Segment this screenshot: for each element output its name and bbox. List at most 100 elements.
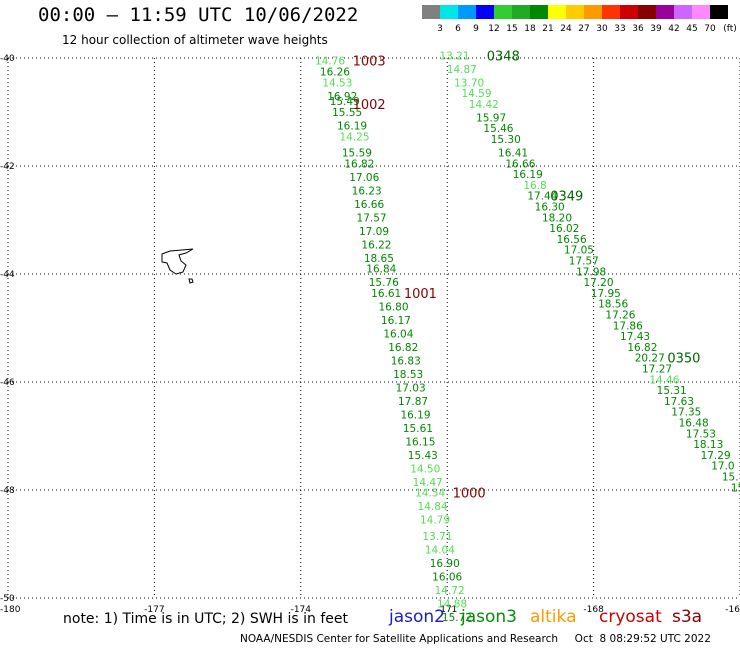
swh-data-label: 15.31 (657, 385, 687, 397)
colorbar-swatch (476, 5, 494, 19)
colorbar-swatch (584, 5, 602, 19)
colorbar-swatch (602, 5, 620, 19)
swh-data-label: 16.41 (498, 148, 528, 160)
y-tick-label: -50 (0, 594, 15, 604)
swh-data-label: 14.53 (322, 77, 352, 89)
swh-data-label: 15. (722, 472, 739, 484)
colorbar-label: 6 (455, 24, 461, 34)
legend-cryosat: cryosat (599, 607, 662, 627)
swh-data-label: 17.03 (396, 382, 426, 394)
x-tick-label: -16 (725, 605, 740, 615)
y-tick-label: -40 (0, 54, 15, 64)
swh-data-label: 14.25 (339, 131, 369, 143)
colorbar-label: 70 (704, 24, 716, 34)
swh-data-label: 18.13 (693, 439, 723, 451)
colorbar-label: 9 (473, 24, 479, 34)
swh-data-label: 16.15 (405, 436, 435, 448)
colorbar-legend: 3 6 9 12 15 18 21 24 27 30 33 36 39 42 45 70 (ft) (422, 5, 737, 34)
swh-data-label: 17.86 (613, 320, 643, 332)
colorbar-swatch (494, 5, 512, 19)
swh-data-label: 20.27 (635, 353, 665, 365)
colorbar-label: 30 (596, 24, 608, 34)
time-label: 1000 (453, 487, 486, 502)
swh-data-label: 17.44 (527, 191, 557, 203)
swh-data-label: 16.19 (400, 409, 430, 421)
swh-data-label: 17.53 (686, 428, 716, 440)
swh-data-label: 16.66 (354, 199, 384, 211)
time-label: 0349 (550, 190, 583, 205)
swh-data-label: 15.76 (369, 277, 399, 289)
x-tick-label: -180 (0, 605, 21, 615)
swh-data-label: 15.59 (342, 148, 372, 160)
footer-note: note: 1) Time is in UTC; 2) SWH is in fe… (63, 611, 349, 627)
colorbar-swatch (620, 5, 638, 19)
legend-s3a: s3a (672, 607, 703, 627)
swh-data-label: 14.47 (413, 477, 443, 489)
y-tick-label: -48 (0, 486, 15, 496)
colorbar-label: 3 (437, 24, 443, 34)
footer-credit: NOAA/NESDIS Center for Satellite Applica… (240, 633, 711, 645)
swh-data-label: 15.97 (476, 112, 506, 124)
swh-data-label: 14.59 (461, 88, 491, 100)
chart-time-labels: 1003 1002 1001 1000 0348 0349 0350 (353, 49, 701, 501)
swh-data-label: 16.06 (432, 571, 462, 583)
colorbar-label: 42 (668, 24, 679, 34)
swh-data-label: 17.57 (357, 212, 387, 224)
x-tick-label: -174 (291, 605, 312, 615)
y-tick-label: -42 (0, 162, 15, 172)
swh-data-label: 15.43 (408, 450, 438, 462)
swh-data-label: 17.09 (359, 226, 389, 238)
time-label: 1003 (353, 55, 386, 70)
swh-data-label: 17.63 (664, 396, 694, 408)
swh-data-label: 17.27 (642, 364, 672, 376)
swh-data-label: 16.82 (388, 342, 418, 354)
swh-data-label: 17.57 (569, 256, 599, 268)
swh-data-label: 14.84 (418, 501, 448, 513)
swh-data-label: 14.76 (315, 56, 345, 68)
y-tick-label: -46 (0, 378, 15, 388)
colorbar-swatch (422, 5, 440, 19)
page-title: 00:00 – 11:59 UTC 10/06/2022 (38, 4, 359, 26)
swh-data-label: 14.04 (425, 544, 455, 556)
chart-ticks: -50 -48 -46 -44 -42 -40 -180 -177 -174 -171 -168 -1… (0, 54, 740, 615)
swh-data-label: 16.26 (320, 67, 350, 79)
colorbar-swatch (530, 5, 548, 19)
swh-data-label: 15.49 (330, 96, 360, 108)
swh-data-label: 14.46 (649, 374, 679, 386)
swh-data-label: 16.82 (627, 342, 657, 354)
swh-data-label: 16.30 (535, 202, 565, 214)
swh-data-label: 17.98 (576, 266, 606, 278)
colorbar-label: 36 (632, 24, 644, 34)
swh-data-label: 16.48 (679, 418, 709, 430)
swh-data-label: 18.53 (393, 369, 423, 381)
swh-data-label: 15.55 (332, 107, 362, 119)
swh-data-label: 13.70 (454, 77, 484, 89)
x-tick-label: -171 (437, 605, 457, 615)
time-label: 0348 (487, 49, 520, 64)
swh-data-label: 16.22 (361, 239, 391, 251)
swh-data-label: 16.02 (549, 223, 579, 235)
colorbar-label: 15 (506, 24, 517, 34)
swh-data-label: 18.20 (542, 212, 572, 224)
swh-data-label: 16.19 (337, 121, 367, 133)
colorbar-swatch (674, 5, 692, 19)
swh-data-label: 18.65 (364, 253, 394, 265)
swh-data-label: 16.8 (523, 180, 546, 192)
swh-data-label: 17.0 (711, 461, 734, 473)
swh-data-label: 17.29 (701, 450, 731, 462)
swh-data-label: 18.56 (598, 299, 628, 311)
swh-data-label: 14.72 (435, 585, 465, 597)
y-tick-label: -44 (0, 270, 15, 280)
colorbar-swatch (512, 5, 530, 19)
swh-data-label: 17.06 (349, 172, 379, 184)
swh-data-label: 17.05 (564, 245, 594, 257)
colorbar-label: 12 (488, 24, 499, 34)
swh-data-label: 14.79 (420, 515, 450, 527)
swh-data-label: 16.04 (383, 328, 413, 340)
colorbar-swatch (566, 5, 584, 19)
swh-data-label: 16.90 (430, 558, 460, 570)
x-tick-label: -177 (144, 605, 164, 615)
swh-data-label: 16.92 (327, 91, 357, 103)
page-subtitle: 12 hour collection of altimeter wave hei… (62, 33, 328, 47)
swh-data-label: 14.42 (469, 99, 499, 111)
